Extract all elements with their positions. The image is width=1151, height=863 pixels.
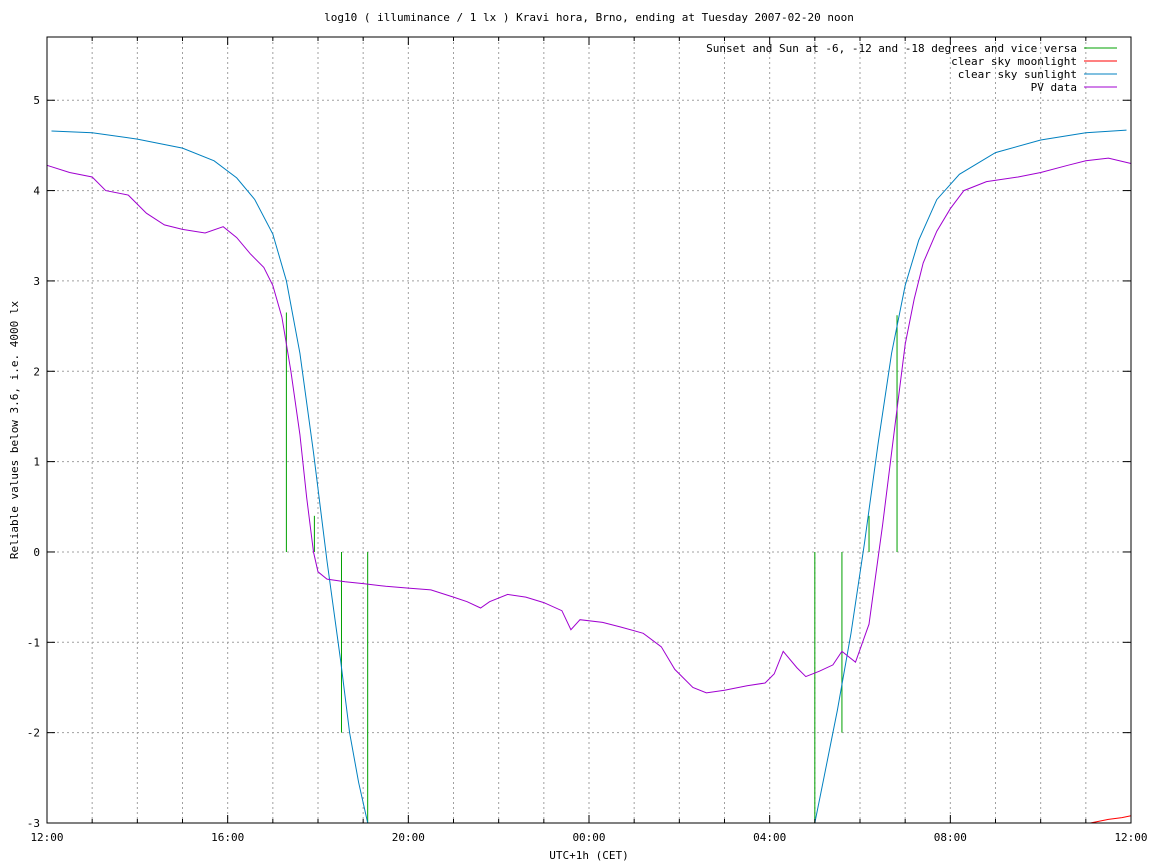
legend-entry-label: Sunset and Sun at -6, -12 and -18 degree… xyxy=(706,42,1077,55)
y-tick-label: -3 xyxy=(27,817,40,830)
x-tick-label: 20:00 xyxy=(392,831,425,844)
y-tick-label: 5 xyxy=(33,94,40,107)
legend-entry-label: PV data xyxy=(1031,81,1077,94)
x-tick-label: 12:00 xyxy=(1114,831,1147,844)
y-tick-label: -1 xyxy=(27,636,40,649)
tick-labels: 12:00 16:00 20:00 00:00 04:00 08:00 12:00-3-2-… xyxy=(27,94,1148,844)
chart-title: log10 ( illuminance / 1 lx ) Kravi hora,… xyxy=(324,11,854,24)
series-line xyxy=(46,157,1132,694)
x-tick-label: 12:00 xyxy=(30,831,63,844)
y-tick-label: -2 xyxy=(27,727,40,740)
y-tick-label: 1 xyxy=(33,456,40,469)
series-3 xyxy=(46,157,1132,694)
y-tick-label: 3 xyxy=(33,275,40,288)
legend-entry-label: clear sky moonlight xyxy=(951,55,1077,68)
x-tick-label: 16:00 xyxy=(211,831,244,844)
series-0 xyxy=(285,312,898,823)
legend-entry-label: clear sky sunlight xyxy=(958,68,1077,81)
y-tick-label: 4 xyxy=(33,185,40,198)
y-tick-label: 0 xyxy=(33,546,40,559)
ticks xyxy=(46,37,1132,824)
x-tick-label: 04:00 xyxy=(753,831,786,844)
legend: Sunset and Sun at -6, -12 and -18 degree… xyxy=(706,42,1117,94)
y-tick-label: 2 xyxy=(33,365,40,378)
series-1 xyxy=(1090,815,1132,824)
x-axis-label: UTC+1h (CET) xyxy=(549,849,628,862)
series-line xyxy=(1090,815,1132,824)
x-tick-label: 00:00 xyxy=(572,831,605,844)
y-axis-label: Reliable values below 3.6, i.e. 4000 lx xyxy=(8,300,21,559)
x-tick-label: 08:00 xyxy=(934,831,967,844)
